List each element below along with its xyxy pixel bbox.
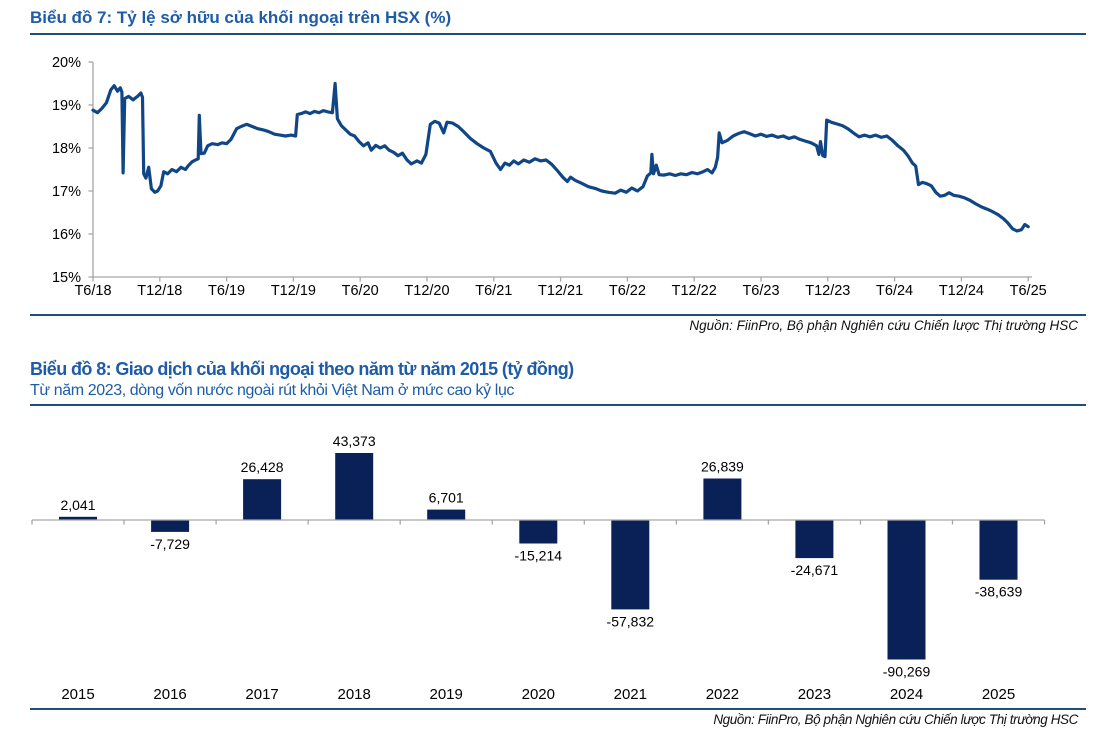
svg-text:20%: 20% — [52, 55, 81, 71]
svg-text:2017: 2017 — [245, 686, 278, 703]
svg-text:T6/25: T6/25 — [1010, 283, 1047, 299]
svg-text:T6/24: T6/24 — [876, 283, 913, 299]
svg-text:2024: 2024 — [890, 686, 923, 703]
axes — [31, 519, 1046, 525]
svg-text:T6/21: T6/21 — [475, 283, 512, 299]
svg-text:2,041: 2,041 — [60, 497, 95, 513]
svg-text:T12/19: T12/19 — [271, 283, 316, 299]
svg-text:T6/18: T6/18 — [74, 283, 111, 299]
svg-text:T12/23: T12/23 — [805, 283, 850, 299]
chart8-title-rule — [30, 404, 1086, 406]
bar-2023 — [795, 520, 834, 559]
svg-text:-90,269: -90,269 — [883, 664, 931, 680]
chart8-subtitle: Từ năm 2023, dòng vốn nước ngoài rút khỏ… — [30, 382, 515, 399]
foreign-ownership-line — [91, 81, 1030, 233]
svg-text:2025: 2025 — [982, 686, 1015, 703]
svg-text:T12/20: T12/20 — [404, 283, 449, 299]
value-labels: 2,041 -7,729 26,428 43,373 6,701 -15,214 -57,8… — [60, 433, 1022, 680]
svg-text:-24,671: -24,671 — [791, 562, 839, 578]
bar-2025 — [979, 520, 1018, 580]
chart7-source-rule — [30, 314, 1086, 316]
year-labels: 2015 2016 2017 2018 2019 2020 2021 2022 2023 2024… — [61, 686, 1015, 703]
svg-text:15%: 15% — [52, 270, 81, 286]
svg-text:T12/24: T12/24 — [939, 283, 984, 299]
svg-text:-7,729: -7,729 — [150, 536, 190, 552]
x-axis-labels: T6/18 T12/18 T6/19 T12/19 T6/20 T12/20 T6/21 T1… — [74, 283, 1046, 299]
bars — [59, 453, 1018, 660]
svg-text:2019: 2019 — [430, 686, 463, 703]
axes — [88, 61, 1032, 282]
svg-text:-38,639: -38,639 — [975, 584, 1023, 600]
svg-text:16%: 16% — [52, 227, 81, 243]
svg-text:2021: 2021 — [614, 686, 647, 703]
bar-2024 — [887, 520, 926, 660]
svg-text:2020: 2020 — [522, 686, 555, 703]
bar-2022 — [703, 478, 742, 520]
chart8-bar-chart: 2,041 -7,729 26,428 43,373 6,701 -15,214 -57,8… — [31, 433, 1046, 703]
svg-text:T12/22: T12/22 — [672, 283, 717, 299]
svg-text:18%: 18% — [52, 141, 81, 157]
svg-text:17%: 17% — [52, 184, 81, 200]
y-axis-labels: 20% 19% 18% 17% 16% 15% — [52, 55, 81, 286]
bar-2019 — [427, 509, 466, 520]
svg-text:T12/21: T12/21 — [538, 283, 583, 299]
svg-text:26,839: 26,839 — [701, 459, 744, 475]
bar-2015 — [59, 516, 97, 520]
chart8-source: Nguồn: FiinPro, Bộ phận Nghiên cứu Chiến… — [713, 712, 1078, 727]
svg-text:T6/19: T6/19 — [208, 283, 245, 299]
svg-text:2015: 2015 — [61, 686, 94, 703]
svg-text:T6/23: T6/23 — [742, 283, 779, 299]
svg-text:19%: 19% — [52, 98, 81, 114]
svg-text:-57,832: -57,832 — [607, 613, 655, 629]
svg-text:-15,214: -15,214 — [515, 548, 563, 564]
svg-text:T6/20: T6/20 — [342, 283, 379, 299]
chart7-title-rule — [30, 33, 1086, 35]
chart8-title: Biểu đồ 8: Giao dịch của khối ngoại theo… — [30, 359, 574, 379]
svg-text:T12/18: T12/18 — [137, 283, 182, 299]
chart7-source: Nguồn: FiinPro, Bộ phận Nghiên cứu Chiến… — [689, 318, 1078, 333]
svg-text:43,373: 43,373 — [333, 433, 376, 449]
svg-text:2022: 2022 — [706, 686, 739, 703]
chart7-title: Biểu đồ 7: Tỷ lệ sở hữu của khối ngoại t… — [30, 8, 452, 27]
svg-text:2023: 2023 — [798, 686, 831, 703]
chart8-source-rule — [30, 708, 1086, 710]
bar-2016 — [151, 520, 190, 532]
svg-text:6,701: 6,701 — [429, 490, 464, 506]
bar-2021 — [611, 520, 650, 610]
chart7-line-chart: 20% 19% 18% 17% 16% 15%T6/18 T12/18 T6/19 T12/19… — [52, 55, 1047, 299]
svg-text:T6/22: T6/22 — [609, 283, 646, 299]
bar-2017 — [243, 479, 282, 520]
bar-2020 — [519, 520, 558, 544]
bar-2018 — [335, 453, 374, 520]
svg-text:2016: 2016 — [153, 686, 186, 703]
svg-text:2018: 2018 — [338, 686, 371, 703]
svg-text:26,428: 26,428 — [241, 459, 284, 475]
